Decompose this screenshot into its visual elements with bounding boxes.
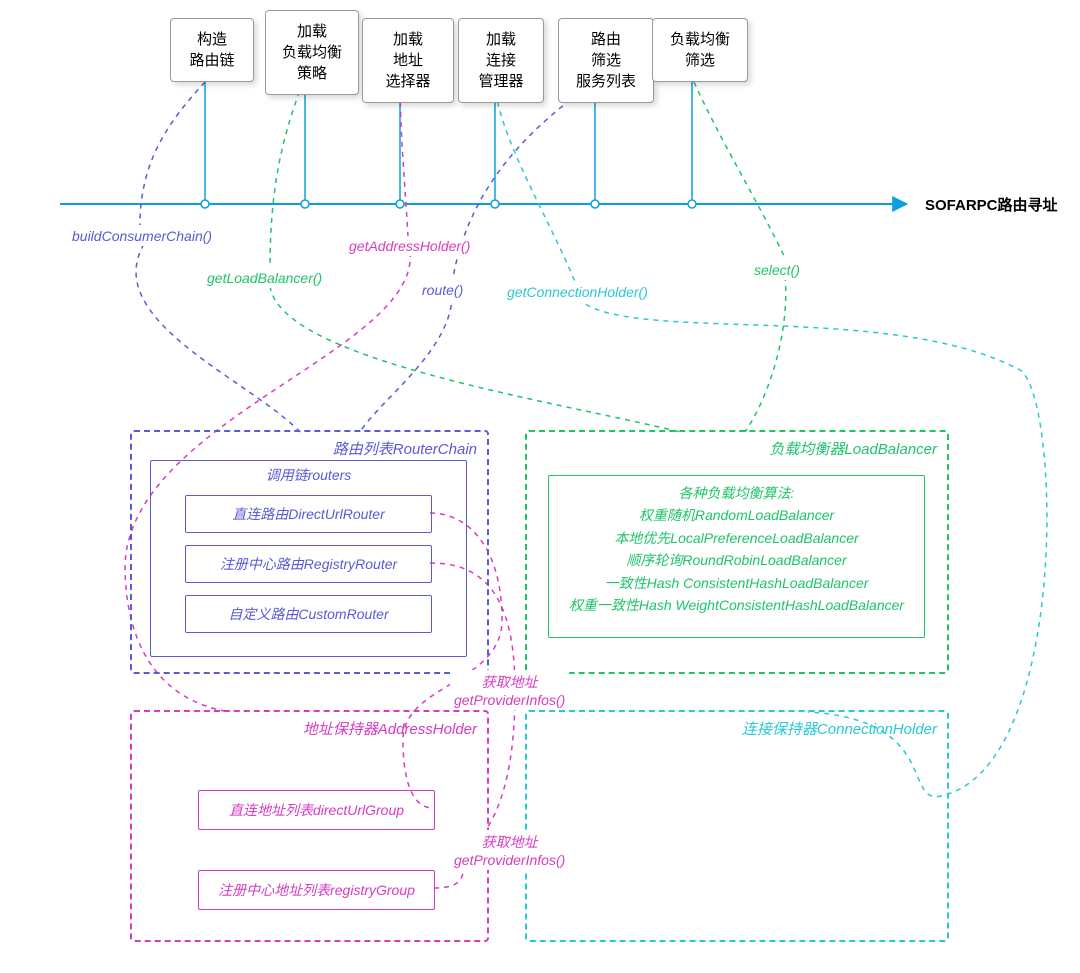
router-item-0: 直连路由DirectUrlRouter [185, 495, 432, 533]
mid-label-1: 获取地址getProviderInfos() [450, 830, 569, 870]
mid-label-0: 获取地址getProviderInfos() [450, 670, 569, 710]
method-m6: select() [750, 260, 804, 280]
holder-item-1: 注册中心地址列表registryGroup [198, 870, 435, 910]
method-m4: route() [418, 280, 467, 300]
method-m1: buildConsumerChain() [68, 226, 216, 246]
bigbox-conn: 连接保持器ConnectionHolder [525, 710, 949, 942]
method-m3: getAddressHolder() [345, 236, 474, 256]
top-box-b4: 加载连接管理器 [458, 18, 544, 103]
top-box-b5: 路由筛选服务列表 [558, 18, 654, 103]
top-box-b3: 加载地址选择器 [362, 18, 454, 103]
bigbox-title: 路由列表RouterChain [333, 438, 477, 459]
top-box-b2: 加载负载均衡策略 [265, 10, 359, 95]
balancer-inner: 各种负载均衡算法:权重随机RandomLoadBalancer本地优先Local… [548, 475, 925, 638]
router-item-1: 注册中心路由RegistryRouter [185, 545, 432, 583]
router-item-2: 自定义路由CustomRouter [185, 595, 432, 633]
top-box-b6: 负载均衡筛选 [652, 18, 748, 82]
top-box-b1: 构造路由链 [170, 18, 254, 82]
bigbox-title: 负载均衡器LoadBalancer [769, 438, 937, 459]
method-m2: getLoadBalancer() [203, 268, 326, 288]
holder-item-0: 直连地址列表directUrlGroup [198, 790, 435, 830]
axis-label: SOFARPC路由寻址 [925, 194, 1058, 215]
router-inner-title: 调用链routers [151, 461, 466, 485]
method-m5: getConnectionHolder() [503, 282, 652, 302]
bigbox-title: 连接保持器ConnectionHolder [742, 718, 937, 739]
bigbox-title: 地址保持器AddressHolder [303, 718, 477, 739]
